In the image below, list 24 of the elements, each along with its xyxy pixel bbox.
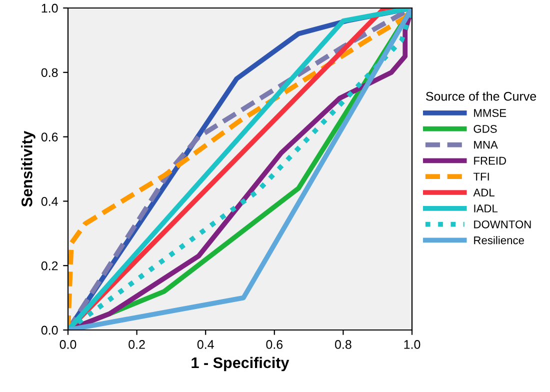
legend-label: Resilience bbox=[474, 236, 524, 244]
x-tick-label: 0.0 bbox=[60, 340, 76, 349]
y-tick-label: 0.6 bbox=[41, 132, 58, 142]
x-tick-label: 0.6 bbox=[266, 340, 283, 349]
legend-label: DOWNTON bbox=[474, 220, 531, 228]
x-tick-label: 0.2 bbox=[128, 340, 145, 349]
legend-label: MMSE bbox=[474, 109, 506, 117]
legend-label: MNA bbox=[474, 141, 498, 149]
legend-label: FREID bbox=[474, 156, 506, 165]
y-tick-label: 0.0 bbox=[41, 326, 58, 335]
legend-label: TFI bbox=[473, 172, 489, 180]
legend-title: Source of the Curve bbox=[426, 92, 536, 101]
y-tick-label: 0.8 bbox=[41, 68, 58, 78]
y-tick-label: 1.0 bbox=[42, 4, 58, 13]
y-axis-title: Sensitivity bbox=[21, 130, 36, 207]
x-axis-title: 1 - Specificity bbox=[192, 356, 290, 372]
x-tick-label: 1.0 bbox=[404, 340, 420, 349]
legend-label: IADL bbox=[474, 204, 498, 212]
y-tick-label: 0.4 bbox=[41, 197, 58, 206]
x-tick-label: 0.8 bbox=[335, 340, 352, 349]
x-tick-label: 0.4 bbox=[197, 340, 214, 349]
legend-label: ADL bbox=[473, 188, 494, 196]
y-tick-label: 0.2 bbox=[41, 261, 58, 270]
legend-label: GDS bbox=[474, 124, 497, 133]
